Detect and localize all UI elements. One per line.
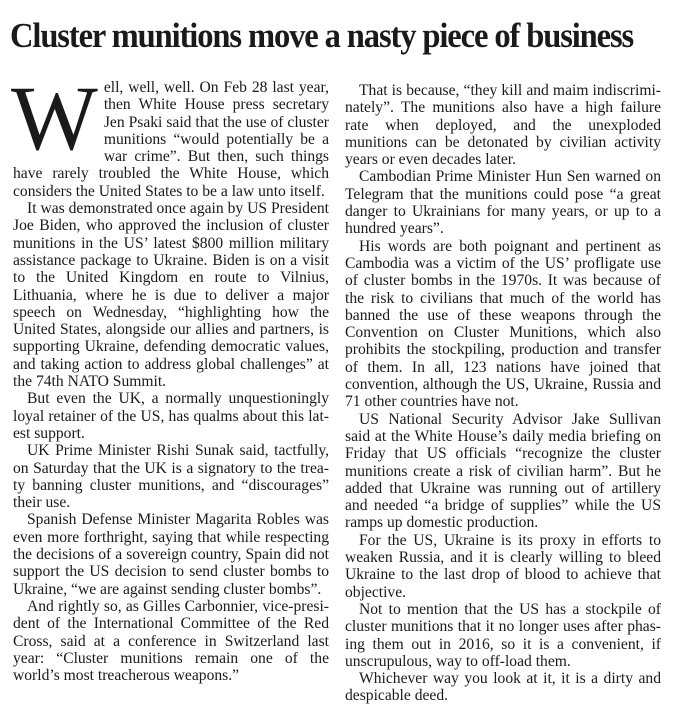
headline: Cluster munitions move a nasty piece of … xyxy=(10,16,634,55)
article-paragraph: For the US, Ukraine is its proxy in effo… xyxy=(345,531,661,601)
article-paragraph: Whichever way you look at it, it is a di… xyxy=(345,670,661,705)
article-paragraph: But even the UK, a normally unquestionin… xyxy=(13,390,329,442)
article-paragraph: Cambodian Prime Minister Hun Sen warned … xyxy=(345,168,661,238)
article-paragraph: That is because, “they kill and maim ind… xyxy=(345,82,661,169)
article-paragraph: It was demonstrated once again by US Pre… xyxy=(13,200,329,391)
article-paragraph: US National Security Advisor Jake Sulliv… xyxy=(345,410,661,532)
article-paragraph: Spanish Defense Minister Magarita Robles… xyxy=(13,511,329,598)
article-paragraph: And rightly so, as Gilles Carbonnier, vi… xyxy=(13,597,329,685)
paragraph-text: ell, well, well. On Feb 28 last year, th… xyxy=(13,79,329,200)
article-column-right: That is because, “they kill and maim ind… xyxy=(345,82,661,705)
drop-cap: W xyxy=(11,67,98,169)
article-paragraph: UK Prime Minister Rishi Sunak said, tact… xyxy=(13,442,329,512)
article-paragraph: Not to mention that the US has a stockpi… xyxy=(345,600,661,670)
article-paragraph: His words are both poignant and pertinen… xyxy=(345,237,661,411)
